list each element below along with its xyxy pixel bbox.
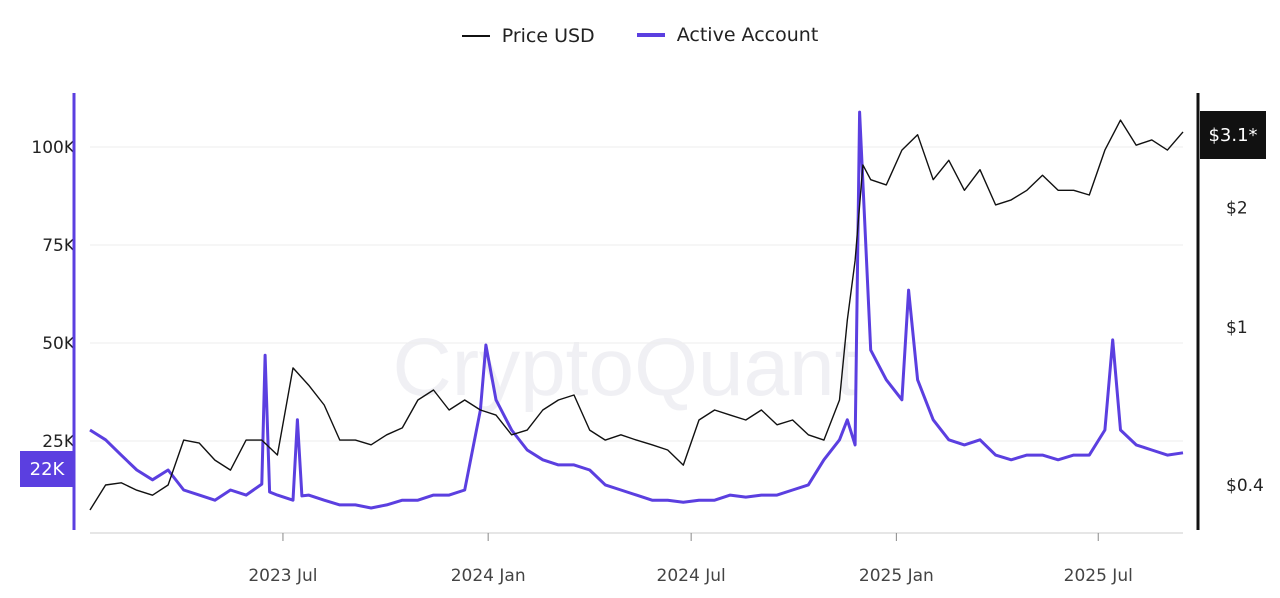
y-left-tick-label: 50K: [42, 334, 76, 354]
current-active-account-value: 22K: [29, 458, 65, 480]
legend-label-price: Price USD: [501, 25, 595, 47]
price-line-swatch: [461, 35, 490, 37]
legend-item-price[interactable]: Price USD: [461, 25, 595, 47]
x-tick-label: 2024 Jan: [451, 566, 526, 586]
x-tick-label: 2025 Jan: [859, 566, 934, 586]
y-left-tick-label: 75K: [42, 236, 76, 256]
x-tick-label: 2023 Jul: [248, 566, 317, 586]
legend-label-active-account: Active Account: [676, 24, 819, 46]
legend: Price USD Active Account: [0, 20, 1280, 47]
legend-item-active-account[interactable]: Active Account: [636, 24, 819, 46]
current-active-account-badge: 22K: [20, 451, 74, 487]
active-account-line-swatch: [636, 33, 665, 37]
active-account-line: [89, 110, 1184, 510]
y-left-tick-label: 100K: [31, 138, 75, 158]
y-right-tick-label: $0.4: [1226, 476, 1264, 496]
price-usd-line: [89, 119, 1184, 511]
current-price-value: $3.1*: [1208, 124, 1258, 146]
x-tick-label: 2025 Jul: [1064, 566, 1133, 586]
y-right-tick-label: $2: [1226, 198, 1248, 218]
x-tick-label: 2024 Jul: [657, 566, 726, 586]
y-right-tick-label: $1: [1226, 318, 1248, 338]
current-price-badge: $3.1*: [1200, 111, 1266, 159]
watermark: CryptoQuant: [393, 322, 858, 413]
y-left-tick-label: 25K: [42, 432, 76, 452]
